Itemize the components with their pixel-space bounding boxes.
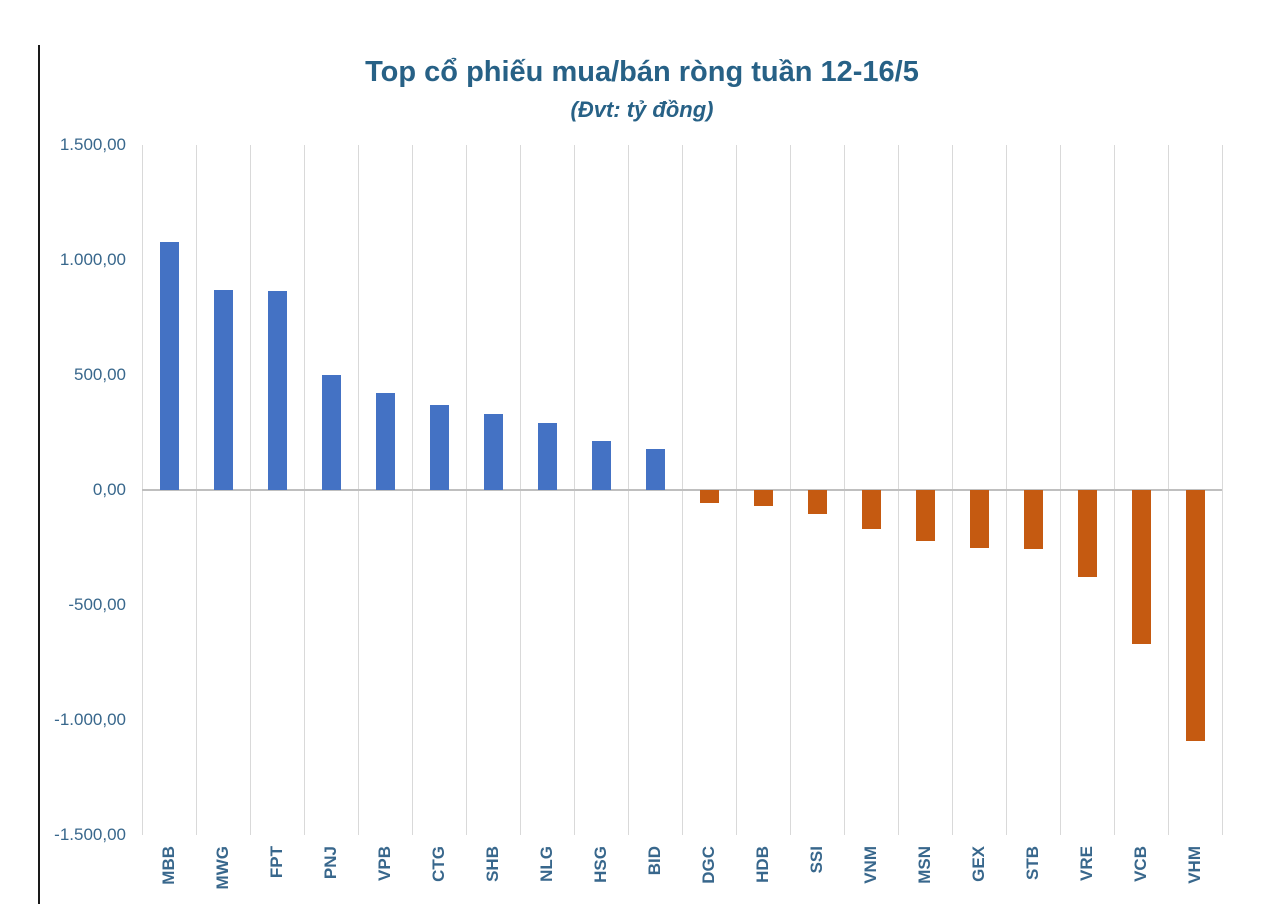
chart-subtitle: (Đvt: tỷ đồng) [570, 97, 714, 122]
bar-HDB [753, 490, 773, 507]
bar-PNJ [321, 375, 341, 490]
y-tick-label: -500,00 [68, 595, 126, 614]
x-label-DGC: DGC [699, 846, 718, 884]
x-label-VPB: VPB [375, 846, 394, 881]
bar-VPB [375, 393, 395, 490]
category-gridline [1222, 145, 1223, 835]
bar-BID [645, 448, 665, 490]
x-label-NLG: NLG [537, 846, 556, 882]
bar-HSG [591, 440, 611, 490]
x-label-VCB: VCB [1131, 846, 1150, 882]
bar-VHM [1185, 490, 1205, 741]
y-axis-line [38, 45, 40, 904]
x-label-SSI: SSI [807, 846, 826, 874]
y-tick-label: -1.000,00 [54, 710, 126, 729]
x-label-CTG: CTG [429, 846, 448, 882]
y-tick-label: -1.500,00 [54, 825, 126, 844]
bar-DGC [699, 490, 719, 503]
bar-FPT [267, 291, 287, 490]
x-label-BID: BID [645, 846, 664, 876]
x-label-MWG: MWG [213, 846, 232, 890]
x-label-GEX: GEX [969, 846, 988, 882]
x-label-PNJ: PNJ [321, 846, 340, 880]
x-label-VNM: VNM [861, 846, 880, 884]
bar-VRE [1077, 490, 1097, 578]
y-tick-label: 500,00 [74, 365, 126, 384]
bar-CTG [429, 404, 449, 490]
y-tick-label: 1.000,00 [59, 250, 126, 269]
y-tick-label: 1.500,00 [59, 135, 126, 154]
bar-NLG [537, 423, 557, 490]
bar-MWG [213, 289, 233, 490]
x-label-HDB: HDB [753, 846, 772, 883]
bar-MBB [159, 241, 179, 490]
bar-SHB [483, 414, 503, 490]
chart-title: Top cổ phiếu mua/bán ròng tuần 12-16/5 [365, 56, 919, 88]
bar-VCB [1131, 490, 1151, 645]
x-label-SHB: SHB [483, 846, 502, 882]
x-label-FPT: FPT [267, 846, 286, 879]
bar-MSN [915, 490, 935, 541]
x-label-HSG: HSG [591, 846, 610, 883]
x-label-VRE: VRE [1077, 846, 1096, 881]
x-label-STB: STB [1023, 846, 1042, 880]
x-label-VHM: VHM [1185, 846, 1204, 884]
bar-STB [1023, 490, 1043, 549]
y-tick-label: 0,00 [92, 480, 126, 499]
x-label-MBB: MBB [159, 846, 178, 885]
bar-GEX [969, 490, 989, 548]
zero-axis-line [142, 489, 1222, 491]
x-label-MSN: MSN [915, 846, 934, 884]
bar-SSI [807, 490, 827, 515]
bar-VNM [861, 490, 881, 530]
